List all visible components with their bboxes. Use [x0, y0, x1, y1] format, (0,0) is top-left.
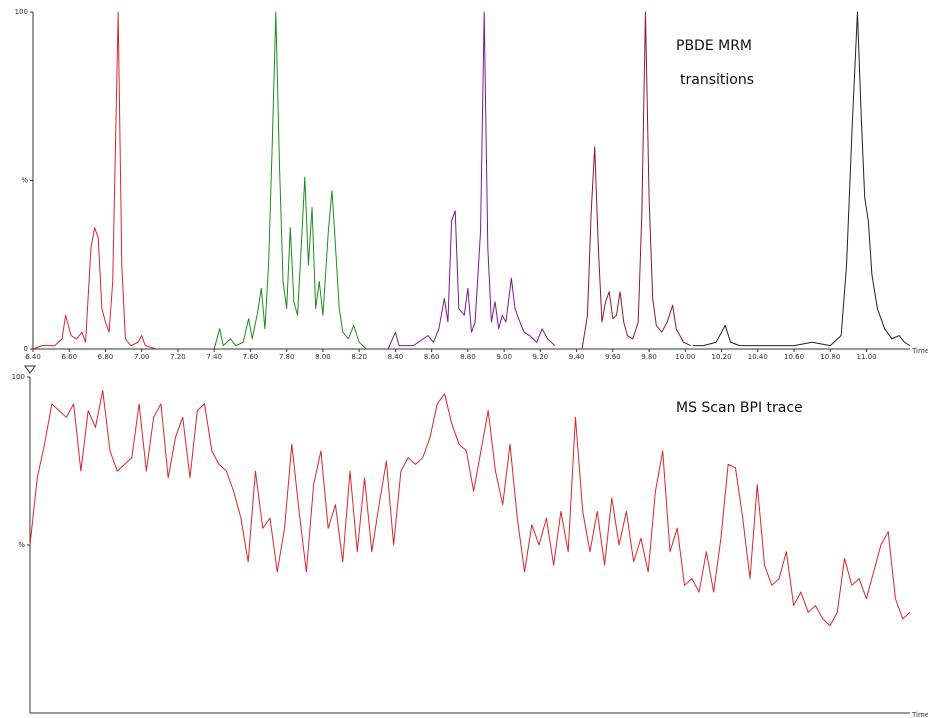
x-axis-label: Time — [911, 347, 928, 355]
trace-line — [387, 11, 556, 350]
x-tick-label: 9.00 — [496, 353, 512, 361]
x-tick-label: 11.00 — [856, 353, 876, 361]
trace-line — [213, 11, 367, 350]
x-tick-label: 8.80 — [460, 353, 476, 361]
x-axis-label: Time — [911, 711, 928, 718]
x-tick-label: 7.60 — [243, 353, 259, 361]
x-tick-label: 8.60 — [424, 353, 440, 361]
annotation: MS Scan BPI trace — [676, 400, 803, 416]
x-tick-label: 10.00 — [675, 353, 695, 361]
trace-line — [29, 389, 911, 627]
x-tick-label: 9.20 — [533, 353, 549, 361]
x-tick-label: 6.40 — [25, 353, 41, 361]
annotation: transitions — [680, 72, 754, 88]
x-tick-label: 9.40 — [569, 353, 585, 361]
x-tick-label: 7.20 — [170, 353, 186, 361]
marker — [24, 365, 36, 374]
annotation: PBDE MRM — [676, 38, 752, 54]
trace-line — [32, 11, 157, 350]
y-tick-label: 0 — [24, 345, 28, 353]
trace-line — [581, 11, 691, 350]
y-tick-label: 100 — [12, 373, 25, 381]
x-tick-label: 8.00 — [315, 353, 331, 361]
x-tick-label: 10.40 — [748, 353, 768, 361]
x-tick-label: 9.60 — [605, 353, 621, 361]
x-tick-label: 7.80 — [279, 353, 295, 361]
x-tick-label: 7.00 — [134, 353, 150, 361]
x-tick-label: 8.20 — [351, 353, 367, 361]
trace-line — [692, 11, 911, 347]
x-tick-label: 7.40 — [206, 353, 222, 361]
x-tick-label: 10.20 — [712, 353, 732, 361]
x-tick-label: 6.60 — [61, 353, 77, 361]
x-tick-label: 9.80 — [641, 353, 657, 361]
y-tick-label: 100 — [15, 8, 28, 16]
x-tick-label: 10.60 — [784, 353, 804, 361]
x-tick-label: 6.80 — [98, 353, 114, 361]
x-tick-label: 10.80 — [820, 353, 840, 361]
x-tick-label: 8.40 — [388, 353, 404, 361]
y-tick-label: % — [21, 177, 28, 185]
y-tick-label: % — [18, 541, 25, 549]
